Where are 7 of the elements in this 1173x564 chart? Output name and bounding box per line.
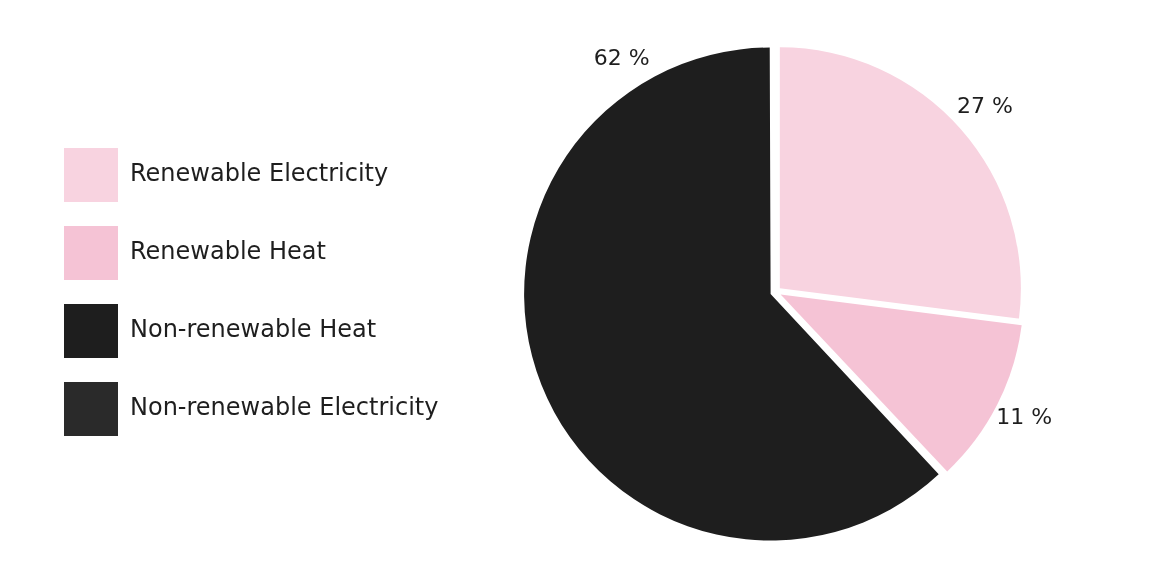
legend-label: Renewable Heat <box>130 237 326 266</box>
data-label: 11 % <box>996 404 1053 430</box>
legend-label: Renewable Electricity <box>130 159 389 188</box>
legend-label: Non-renewable Electricity <box>130 393 439 422</box>
data-label: 27 % <box>957 93 1013 119</box>
data-label: 62 % <box>593 45 650 71</box>
legend-label: Non-renewable Heat <box>130 315 377 344</box>
